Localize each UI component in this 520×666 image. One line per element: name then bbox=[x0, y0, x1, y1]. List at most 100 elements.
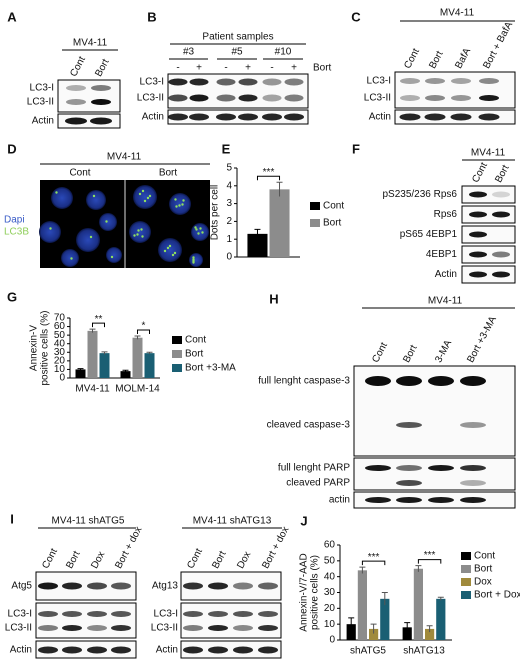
band bbox=[460, 376, 486, 386]
bar bbox=[369, 628, 379, 640]
band bbox=[400, 95, 420, 101]
lc3-dot bbox=[105, 220, 108, 223]
cell bbox=[39, 221, 61, 243]
stain-label: Dapi bbox=[4, 215, 25, 226]
band bbox=[38, 582, 58, 590]
y-tick-label: 3 bbox=[226, 198, 232, 209]
blot bbox=[167, 73, 309, 109]
legend-label: Bort bbox=[474, 564, 493, 575]
significance: *** bbox=[424, 550, 436, 561]
bar bbox=[87, 330, 98, 378]
row-label: LC3-I bbox=[30, 83, 54, 94]
lc3-dot bbox=[148, 194, 152, 198]
error-bar bbox=[370, 623, 377, 634]
group-label: #10 bbox=[275, 47, 292, 58]
y-tick-label: 60 bbox=[324, 540, 336, 551]
cell bbox=[169, 193, 191, 215]
band bbox=[216, 78, 236, 86]
band bbox=[428, 465, 454, 471]
band bbox=[189, 78, 209, 86]
bar bbox=[380, 598, 390, 640]
legend-label: Bort bbox=[185, 349, 204, 360]
legend-swatch bbox=[310, 202, 320, 210]
y-axis-label: Dots per cell bbox=[210, 185, 221, 241]
lane-label: Bort bbox=[427, 49, 445, 71]
band bbox=[460, 422, 486, 428]
treatment: + bbox=[291, 63, 297, 74]
blot bbox=[180, 602, 282, 639]
bar bbox=[269, 189, 290, 257]
band bbox=[262, 78, 282, 86]
panel-label: E bbox=[222, 141, 231, 156]
x-tick-label: MV4-11 bbox=[75, 384, 110, 395]
y-tick-label: 4 bbox=[226, 180, 232, 191]
panel-label: C bbox=[351, 9, 361, 24]
bar bbox=[99, 353, 110, 378]
band bbox=[425, 78, 445, 84]
bar bbox=[425, 628, 435, 640]
lc3-dot bbox=[110, 255, 114, 259]
x-tick-label: MOLM-14 bbox=[115, 384, 160, 395]
legend-swatch bbox=[172, 364, 182, 372]
error-bar bbox=[254, 228, 261, 239]
lane-label: Bort bbox=[493, 163, 511, 185]
band bbox=[396, 422, 422, 428]
row-label: LC3-II bbox=[137, 93, 164, 104]
band bbox=[38, 646, 58, 654]
error-bar bbox=[381, 592, 388, 606]
lc3-dot bbox=[192, 256, 195, 259]
header: MV4-11 bbox=[471, 148, 506, 159]
band bbox=[451, 95, 471, 101]
band bbox=[168, 78, 188, 86]
band bbox=[396, 465, 422, 471]
blot bbox=[57, 113, 121, 129]
row-label: Atg5 bbox=[11, 581, 32, 592]
lc3-dot bbox=[174, 198, 177, 201]
band bbox=[469, 251, 487, 258]
band bbox=[258, 625, 278, 631]
y-tick-label: 20 bbox=[324, 603, 336, 614]
y-tick-label: 1 bbox=[226, 234, 232, 245]
band bbox=[492, 271, 510, 278]
row-label: pS65 4EBP1 bbox=[400, 229, 458, 240]
band bbox=[87, 646, 107, 654]
bar bbox=[436, 598, 446, 640]
band bbox=[111, 611, 131, 617]
band bbox=[189, 113, 209, 121]
bar bbox=[144, 353, 155, 378]
band bbox=[492, 191, 510, 198]
row-label: full lenght caspase-3 bbox=[258, 376, 350, 387]
lane-label: Bort bbox=[210, 549, 228, 571]
panel-label: B bbox=[147, 9, 156, 24]
band bbox=[62, 611, 82, 617]
condition: Bort bbox=[159, 168, 178, 179]
legend-label: Bort bbox=[323, 218, 342, 229]
y-tick-label: 0 bbox=[226, 252, 232, 263]
band bbox=[460, 465, 486, 471]
band bbox=[62, 582, 82, 590]
band bbox=[365, 465, 391, 471]
band bbox=[262, 113, 282, 121]
lc3-dot bbox=[199, 227, 202, 230]
significance: *** bbox=[263, 167, 275, 178]
header: Patient samples bbox=[202, 32, 273, 43]
row-label: full lenght PARP bbox=[278, 463, 350, 474]
band bbox=[399, 113, 421, 121]
lane-label: BafA bbox=[453, 46, 473, 71]
stain-label: LC3B bbox=[4, 227, 29, 238]
band bbox=[492, 211, 510, 218]
band bbox=[183, 646, 203, 654]
error-bar bbox=[415, 565, 422, 572]
cell bbox=[99, 213, 117, 231]
significance-bracket bbox=[256, 175, 281, 181]
blot bbox=[461, 225, 516, 244]
bar bbox=[75, 369, 86, 378]
legend-swatch bbox=[310, 219, 320, 227]
lc3-dot bbox=[194, 226, 197, 229]
cell bbox=[61, 249, 79, 267]
band bbox=[284, 78, 304, 86]
row-label: Actin bbox=[32, 116, 54, 127]
lane-label: Bort bbox=[93, 57, 111, 79]
lc3-dot bbox=[146, 196, 150, 200]
legend-label: Dox bbox=[474, 577, 492, 588]
